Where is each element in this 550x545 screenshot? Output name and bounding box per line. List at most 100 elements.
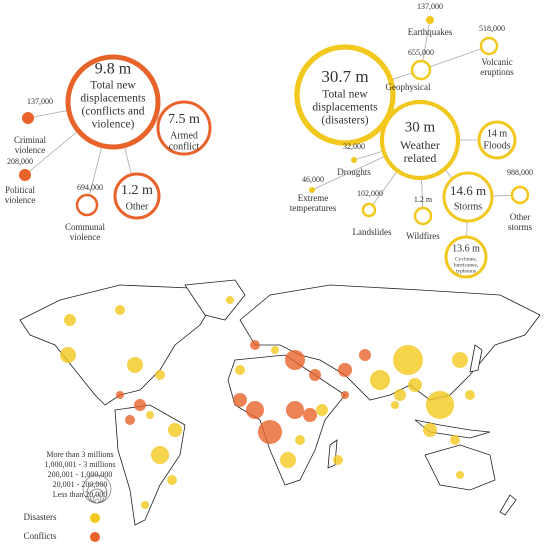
node	[309, 187, 315, 193]
node	[413, 206, 433, 226]
node-value: 208,000	[7, 157, 33, 166]
node-label: violence)	[92, 119, 135, 131]
node	[19, 169, 31, 181]
legend-color-label: Disasters	[24, 512, 57, 522]
node-label: Other	[510, 212, 531, 222]
node-value: 137,000	[417, 2, 443, 11]
japan	[469, 344, 483, 373]
map-bubble	[465, 390, 475, 400]
node-label: Floods	[483, 140, 510, 151]
node-label: Cyclones,	[455, 256, 477, 262]
node	[442, 171, 494, 223]
map-bubble	[233, 393, 247, 407]
node	[444, 235, 488, 279]
node-value: 32,000	[343, 142, 365, 151]
map-bubble	[391, 401, 399, 409]
node-label: violence	[70, 232, 101, 242]
node	[510, 185, 530, 205]
node-label: Criminal	[14, 135, 46, 145]
map-bubble	[370, 370, 390, 390]
legend-color-dot	[90, 513, 100, 523]
node-label: Storms	[454, 201, 482, 212]
south-america	[114, 404, 186, 526]
node-label: Droughts	[337, 167, 371, 177]
map-bubble	[423, 423, 437, 437]
node-label: displacements	[312, 102, 378, 114]
map-bubble	[258, 420, 282, 444]
node-label: Geophysical	[386, 82, 431, 92]
legend-size-circle	[94, 498, 100, 504]
map-bubble	[141, 501, 149, 509]
legend-color-dot	[90, 532, 100, 542]
node-label: Communal	[65, 222, 105, 232]
map-bubble	[168, 423, 182, 437]
node	[351, 157, 357, 163]
node-label: typhoons	[456, 268, 476, 274]
map-bubble	[60, 347, 76, 363]
map-bubble	[341, 391, 349, 399]
node-value: 9.8 m	[95, 61, 132, 78]
map-bubble	[134, 399, 146, 411]
map-bubble	[359, 349, 371, 361]
link	[420, 45, 490, 71]
node	[22, 112, 34, 124]
node-label: displacements	[80, 93, 146, 105]
node	[479, 36, 499, 56]
node-label: Political	[5, 185, 35, 195]
australia	[424, 444, 496, 491]
node-label: Other	[126, 201, 149, 212]
map-bubble	[338, 363, 352, 377]
map-bubble	[393, 345, 423, 375]
map-bubble	[151, 446, 169, 464]
node	[379, 99, 461, 181]
node	[294, 44, 396, 146]
node-label: violence	[15, 145, 46, 155]
node-value: 46,000	[302, 175, 324, 184]
node-value: 30 m	[405, 119, 436, 135]
map-bubble	[125, 415, 135, 425]
map-bubble	[235, 365, 245, 375]
legend-size-label: 1,000,001 - 3 millions	[45, 460, 116, 469]
map-bubble	[303, 408, 317, 422]
node-value: 14 m	[487, 128, 508, 139]
legend-size-label: Less than 20,000	[53, 490, 107, 499]
map-bubble	[64, 314, 76, 326]
new-zealand	[499, 494, 517, 516]
greenland	[184, 279, 246, 321]
map-bubble	[146, 411, 154, 419]
map-bubble	[426, 391, 454, 419]
node-label: eruptions	[480, 67, 514, 77]
map-bubble	[450, 435, 460, 445]
node-label: Weather	[400, 138, 440, 152]
node-label: related	[404, 151, 437, 165]
node-value: 694,000	[77, 183, 103, 192]
node-label: Extreme	[298, 193, 329, 203]
legend-size-label: More than 3 millions	[46, 450, 113, 459]
node-label: Volcanic	[481, 57, 512, 67]
map-bubble	[394, 389, 406, 401]
node-label: Earthquakes	[408, 27, 453, 37]
node-value: 518,000	[479, 24, 505, 33]
node	[361, 202, 377, 218]
map-bubble	[408, 378, 422, 392]
node-label: Total new	[322, 89, 368, 101]
map-bubble	[226, 296, 234, 304]
node-label: Wildfires	[406, 231, 440, 241]
north-america	[19, 284, 216, 406]
node-label: violence	[5, 195, 36, 205]
map-bubble	[452, 352, 468, 368]
node-label: (disasters)	[321, 115, 368, 127]
node-label: (conflicts and	[82, 106, 145, 118]
map-bubble	[250, 340, 260, 350]
node-label: Landslides	[353, 227, 392, 237]
node-label: Armed	[170, 130, 198, 141]
map-bubble	[115, 305, 125, 315]
map-bubble	[285, 350, 305, 370]
node-value: 30.7 m	[321, 67, 368, 86]
map-bubble	[127, 357, 143, 373]
legend-size-label: 20,001 - 200,000	[53, 480, 108, 489]
node-label: Total new	[90, 80, 136, 92]
